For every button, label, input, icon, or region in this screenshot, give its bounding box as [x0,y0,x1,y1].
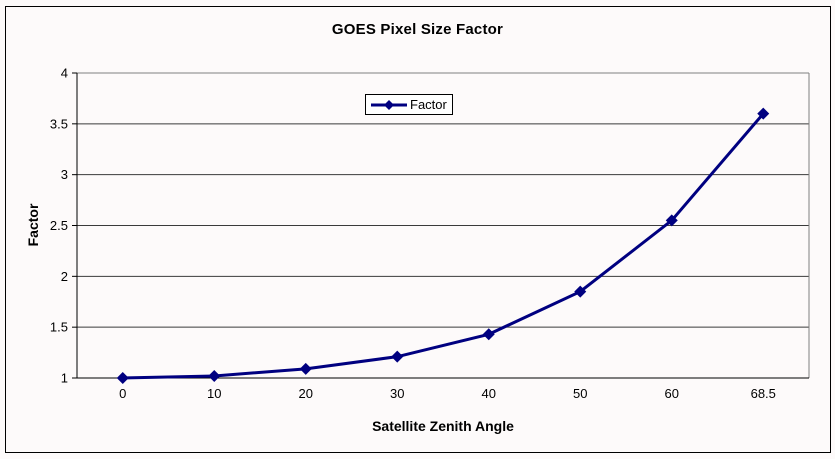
y-axis-title: Factor [25,203,41,247]
data-point-marker [482,328,495,341]
y-tick-label: 3.5 [50,116,68,131]
data-point-marker [208,369,221,382]
y-tick-label: 3 [61,167,68,182]
x-tick-label: 50 [573,386,587,401]
data-point-marker [299,362,312,375]
y-tick-label: 1 [61,371,68,386]
legend-label: Factor [410,97,447,112]
x-tick-label: 40 [482,386,496,401]
x-tick-label: 10 [207,386,221,401]
data-point-marker [665,214,678,227]
y-tick-label: 2.5 [50,218,68,233]
y-tick-label: 4 [61,66,68,81]
legend-line-marker-icon [371,99,407,110]
x-tick-label: 0 [119,386,126,401]
x-tick-label: 20 [299,386,313,401]
x-tick-label: 68.5 [751,386,776,401]
data-line [121,112,765,380]
legend: Factor [365,94,453,115]
chart-title: GOES Pixel Size Factor [331,21,504,38]
data-point-marker [574,285,587,298]
y-tick-label: 2 [61,269,68,284]
data-point-marker [116,372,129,384]
data-point-marker [757,107,770,120]
data-point-marker [391,350,404,363]
x-tick-label: 30 [390,386,404,401]
x-axis-title: Satellite Zenith Angle [372,418,514,434]
x-tick-label: 60 [665,386,679,401]
y-tick-label: 1.5 [50,320,68,335]
